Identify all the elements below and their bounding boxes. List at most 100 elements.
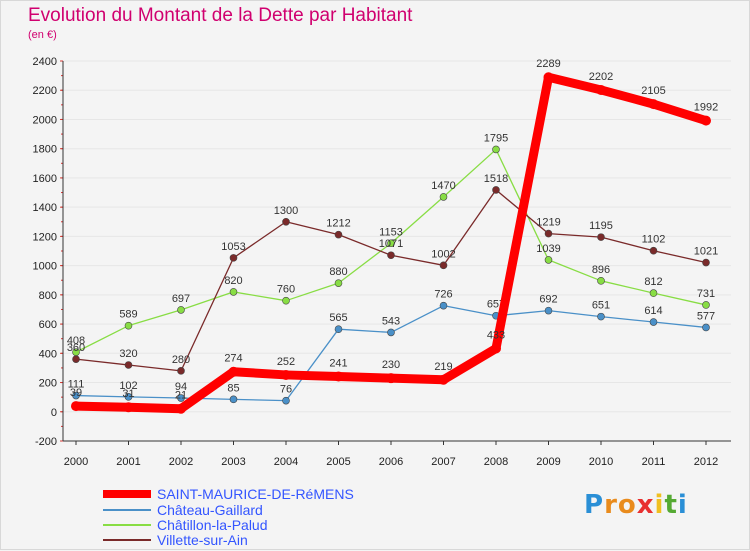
data-label: 543: [382, 315, 400, 327]
data-point: [229, 288, 238, 296]
data-label: 896: [592, 264, 610, 276]
plot-area: [63, 61, 731, 441]
data-point: [387, 239, 395, 248]
data-label: 731: [697, 288, 715, 300]
data-label: 614: [644, 305, 662, 317]
x-tick-label: 2007: [431, 456, 455, 468]
data-label: 1053: [221, 241, 245, 253]
legend-swatch: [103, 509, 151, 511]
y-tick-label: 600: [39, 319, 57, 331]
data-label: 880: [329, 266, 347, 278]
logo-letter: r: [604, 490, 618, 520]
data-label: 2105: [641, 85, 665, 97]
data-label: 1219: [536, 217, 560, 229]
data-point: [124, 321, 133, 330]
data-point: [649, 289, 658, 297]
data-label: 433: [487, 329, 505, 341]
data-point: [334, 230, 343, 239]
data-point: [544, 229, 553, 238]
x-tick-label: 2011: [642, 456, 666, 468]
data-point: [649, 318, 658, 326]
y-tick-label: 2400: [33, 56, 57, 68]
data-label: 320: [119, 348, 137, 360]
x-tick-label: 2008: [484, 456, 508, 468]
data-point: [229, 254, 238, 262]
data-label: 1002: [431, 248, 455, 260]
legend-label: SAINT-MAURICE-DE-RéMENS: [157, 486, 354, 502]
data-point: [702, 258, 710, 267]
data-point: [701, 115, 711, 126]
series-villette-sur-ain: 360 320 280 1053 1300 1212 1071 1002 1518 1219 119…: [67, 173, 718, 375]
data-point: [386, 373, 396, 384]
data-point: [281, 369, 291, 380]
data-point: [72, 355, 80, 363]
data-point: [543, 72, 554, 83]
data-label: 760: [277, 284, 295, 296]
data-point: [124, 393, 133, 401]
legend-swatch: [103, 539, 151, 541]
logo-letter: i: [654, 490, 665, 520]
x-tick-label: 2003: [221, 456, 245, 468]
data-point: [177, 367, 185, 375]
legend-item-chateau-gaillard: Château-Gaillard: [103, 502, 263, 518]
y-tick-label: 1000: [33, 261, 57, 273]
data-label: 94: [175, 381, 187, 393]
data-point: [439, 301, 448, 310]
x-tick-label: 2010: [589, 456, 613, 468]
data-point: [72, 391, 80, 400]
data-label: 1039: [536, 243, 560, 255]
y-tick-label: 1200: [33, 231, 57, 243]
chart-subtitle: (en €): [28, 29, 57, 41]
y-tick-label: 2000: [33, 114, 57, 126]
y-tick-label: 800: [39, 290, 57, 302]
legend-item-saint-maurice: SAINT-MAURICE-DE-RéMENS: [103, 486, 354, 502]
data-label: 280: [172, 354, 190, 366]
data-point: [282, 296, 290, 305]
logo-letter: P: [584, 490, 605, 520]
data-label: 1518: [484, 173, 508, 185]
data-label: 651: [592, 300, 610, 312]
data-label: 1195: [589, 220, 613, 232]
data-label: 39: [70, 387, 82, 399]
logo-letter: t: [664, 490, 678, 520]
data-label: 2289: [536, 58, 560, 70]
data-label: 76: [280, 384, 292, 396]
data-label: 252: [277, 356, 295, 368]
data-point: [334, 325, 343, 333]
x-tick-label: 2000: [64, 456, 88, 468]
data-point: [387, 251, 395, 260]
data-label: 102: [119, 380, 137, 392]
data-point: [334, 279, 343, 287]
x-tick-label: 2004: [274, 456, 298, 468]
logo-letter: i: [677, 490, 688, 520]
data-label: 577: [697, 310, 715, 322]
data-point: [492, 145, 500, 154]
data-label: 589: [119, 309, 137, 321]
data-label: 1071: [379, 238, 403, 250]
x-tick-label: 2002: [169, 456, 193, 468]
logo-letter: x: [636, 490, 655, 520]
x-tick-label: 2005: [326, 456, 350, 468]
data-point: [648, 99, 659, 110]
data-point: [124, 361, 133, 369]
y-tick-label: 0: [51, 407, 57, 419]
legend-swatch: [103, 490, 151, 498]
x-tick-label: 2009: [536, 456, 560, 468]
data-label: 1102: [642, 234, 666, 246]
data-point: [597, 312, 605, 321]
legend-item-chatillon-la-palud: Châtillon-la-Palud: [103, 517, 268, 533]
data-label: 726: [434, 289, 452, 301]
data-label: 21: [175, 390, 187, 402]
legend-label: Châtillon-la-Palud: [157, 517, 268, 533]
data-point: [71, 401, 81, 412]
data-label: 1470: [431, 180, 455, 192]
series-saint-maurice-de-r-mens: 39 31 21 274 252 241 230 219 433 2289 2202 2105 1992: [70, 58, 718, 414]
proxiti-logo: Proxiti: [584, 490, 688, 520]
data-label: 111: [68, 379, 85, 391]
data-point: [229, 395, 238, 404]
data-label: 274: [224, 353, 242, 365]
data-point: [438, 374, 449, 385]
data-label: 820: [224, 275, 242, 287]
